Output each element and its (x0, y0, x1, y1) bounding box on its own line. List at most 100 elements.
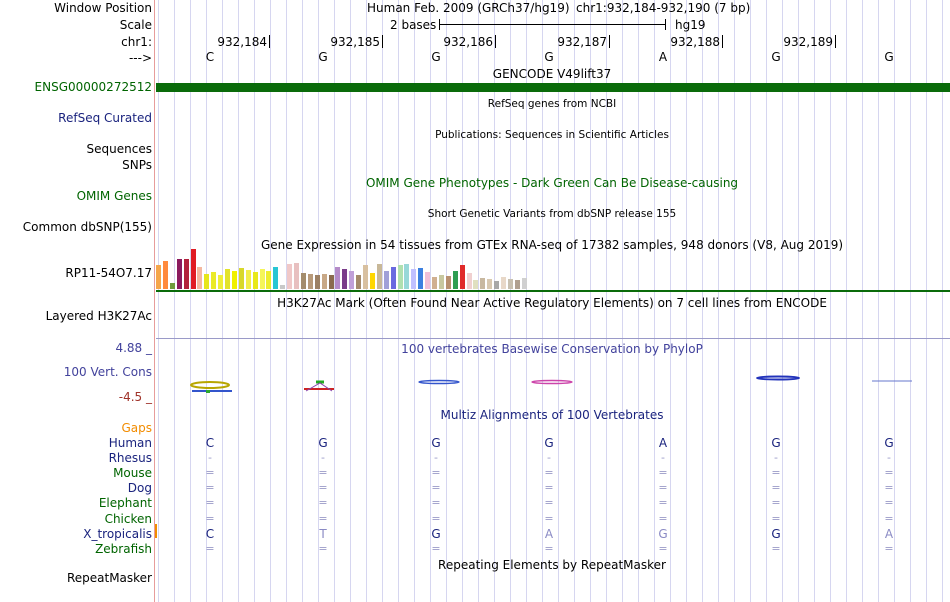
gtex-tissue-bar[interactable] (356, 275, 362, 289)
gtex-tissue-bar[interactable] (197, 267, 203, 289)
gtex-tissue-bar[interactable] (432, 277, 437, 289)
base-letter: G (884, 50, 894, 64)
gtex-tissue-bar[interactable] (190, 249, 196, 289)
gtex-tissue-bar[interactable] (335, 267, 341, 289)
gtex-tissue-bar[interactable] (514, 280, 520, 289)
species-label-elephant[interactable]: Elephant (98, 496, 152, 510)
gtex-tissue-bar[interactable] (397, 265, 403, 289)
gtex-tissue-bar[interactable] (169, 283, 175, 289)
gtex-tissue-bar[interactable] (162, 261, 168, 289)
species-label-dog[interactable]: Dog (127, 481, 152, 495)
gtex-tissue-bar[interactable] (156, 265, 161, 289)
repeatmasker-track-label[interactable]: RepeatMasker (66, 571, 152, 585)
alignment-cell: = (658, 466, 668, 479)
gtex-tissue-bar[interactable] (411, 269, 417, 289)
grid-line (414, 0, 415, 602)
gtex-tissue-bar[interactable] (363, 265, 368, 289)
gtex-tissue-bar[interactable] (383, 271, 389, 289)
gencode-track-label[interactable]: ENSG00000272512 (34, 80, 152, 94)
species-label-human[interactable]: Human (108, 436, 152, 450)
gtex-tissue-bar[interactable] (321, 274, 327, 289)
gtex-tissue-bar[interactable] (438, 275, 444, 289)
species-label-zebrafish[interactable]: Zebrafish (95, 542, 152, 556)
alignment-cell: = (318, 512, 328, 525)
gtex-tissue-bar[interactable] (480, 278, 486, 289)
gtex-tissue-bar[interactable] (404, 264, 410, 289)
gtex-tissue-bar[interactable] (459, 265, 465, 289)
gtex-tissue-bar[interactable] (245, 270, 251, 289)
alignment-cell: = (771, 466, 781, 479)
gtex-tissue-bar[interactable] (507, 279, 513, 289)
ruler-label: 932,189 (783, 35, 833, 49)
gtex-tissue-bar[interactable] (452, 271, 458, 289)
gtex-tissue-bar[interactable] (231, 271, 237, 289)
grid-line (830, 0, 831, 602)
omim-track-label[interactable]: OMIM Genes (76, 189, 152, 203)
conservation-track-label[interactable]: 100 Vert. Cons (63, 365, 152, 379)
snps-track-label[interactable]: SNPs (122, 158, 152, 172)
phylop-signal[interactable] (156, 370, 950, 398)
gtex-tissue-bar[interactable] (487, 279, 493, 289)
omim-track-title: OMIM Gene Phenotypes - Dark Green Can Be… (365, 176, 739, 190)
gtex-tissue-bar[interactable] (266, 271, 272, 289)
species-label-mouse[interactable]: Mouse (113, 466, 152, 480)
grid-line (334, 0, 335, 602)
gtex-tissue-bar[interactable] (204, 274, 210, 289)
alignment-cell: = (544, 481, 554, 494)
alignment-cell: = (884, 466, 894, 479)
gtex-tissue-bar[interactable] (225, 269, 230, 289)
grid-line (494, 0, 495, 602)
gtex-tissue-bar[interactable] (183, 259, 189, 289)
gtex-tissue-bar[interactable] (300, 273, 306, 289)
alignment-cell: = (431, 481, 441, 494)
gtex-tissue-bar[interactable] (349, 271, 355, 289)
alignment-cell: = (431, 466, 441, 479)
gencode-gene-bar[interactable] (156, 83, 950, 92)
h3k27ac-track-label[interactable]: Layered H3K27Ac (45, 309, 152, 323)
gtex-tissue-bar[interactable] (418, 268, 424, 289)
gtex-tissue-bar[interactable] (273, 267, 279, 289)
repeatmasker-track-title: Repeating Elements by RepeatMasker (438, 558, 666, 572)
dbsnp-track-label[interactable]: Common dbSNP(155) (22, 220, 152, 234)
gtex-tissue-bar[interactable] (521, 278, 527, 289)
gtex-tissue-bar[interactable] (238, 268, 244, 289)
refseq-track-label[interactable]: RefSeq Curated (58, 111, 152, 125)
gtex-tissue-bar[interactable] (369, 273, 375, 289)
gtex-tissue-bar[interactable] (259, 269, 265, 289)
grid-line (366, 0, 367, 602)
gtex-tissue-bar[interactable] (280, 285, 286, 289)
gtex-tissue-bar[interactable] (328, 275, 334, 289)
sequences-track-label[interactable]: Sequences (86, 142, 152, 156)
scale-bar-left-end (439, 19, 440, 30)
grid-line (542, 0, 543, 602)
grid-line (750, 0, 751, 602)
gtex-tissue-bar[interactable] (307, 274, 313, 289)
species-label-chicken[interactable]: Chicken (104, 512, 152, 526)
gtex-tissue-bar[interactable] (218, 275, 224, 289)
base-letter: G (544, 50, 554, 64)
gtex-tissue-bar[interactable] (390, 267, 396, 289)
gtex-tissue-bar[interactable] (466, 273, 472, 289)
gtex-tissue-bar[interactable] (342, 269, 348, 289)
gtex-track-label[interactable]: RP11-54O7.17 (65, 266, 152, 280)
gtex-tissue-bar[interactable] (376, 264, 382, 289)
gtex-tissue-bar[interactable] (287, 264, 293, 289)
gtex-expression-bars[interactable] (156, 249, 556, 289)
species-label-rhesus[interactable]: Rhesus (108, 451, 152, 465)
gtex-tissue-bar[interactable] (425, 272, 431, 289)
gtex-tissue-bar[interactable] (494, 281, 500, 289)
gtex-tissue-bar[interactable] (473, 280, 479, 289)
gtex-tissue-bar[interactable] (501, 277, 506, 289)
gtex-tissue-bar[interactable] (294, 263, 299, 289)
gtex-tissue-bar[interactable] (314, 275, 320, 289)
gaps-track-label[interactable]: Gaps (121, 421, 152, 435)
alignment-cell: = (544, 542, 554, 555)
species-label-x_tropicalis[interactable]: X_tropicalis (83, 527, 152, 541)
gtex-tissue-bar[interactable] (176, 259, 182, 289)
publications-track-title: Publications: Sequences in Scientific Ar… (435, 129, 669, 141)
gtex-tissue-bar[interactable] (252, 272, 258, 289)
gtex-tissue-bar[interactable] (211, 272, 217, 289)
alignment-cell: = (431, 496, 441, 509)
gtex-tissue-bar[interactable] (445, 276, 451, 289)
alignment-cell: = (318, 466, 328, 479)
